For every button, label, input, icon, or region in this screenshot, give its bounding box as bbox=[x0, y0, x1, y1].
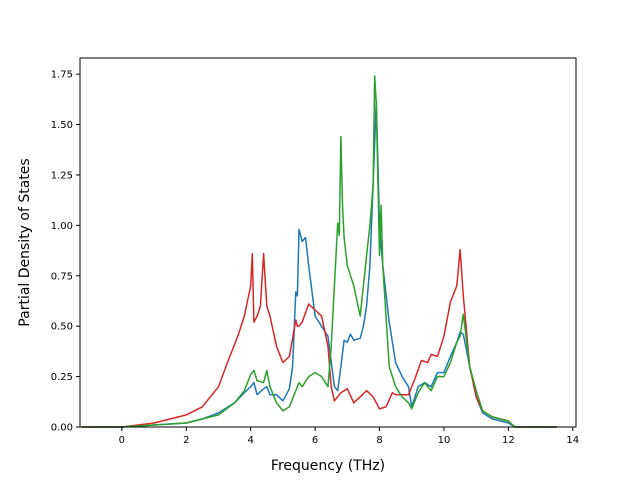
y-tick-label: 1.00 bbox=[51, 221, 73, 232]
plot-frame bbox=[79, 57, 577, 428]
series-line-3 bbox=[81, 75, 557, 428]
y-tick-label: 0.25 bbox=[51, 372, 73, 383]
x-tick-label: 6 bbox=[312, 435, 318, 446]
series-layer bbox=[81, 75, 557, 428]
x-tick-label: 12 bbox=[502, 435, 515, 446]
x-tick-label: 14 bbox=[566, 435, 579, 446]
y-tick-label: 0.75 bbox=[51, 271, 73, 282]
y-tick-label: 1.75 bbox=[51, 70, 73, 81]
y-tick-label: 1.25 bbox=[51, 170, 73, 181]
x-tick-label: 4 bbox=[248, 435, 254, 446]
y-tick-label: 1.50 bbox=[51, 120, 73, 131]
series-line-2 bbox=[81, 248, 557, 428]
x-tick-label: 8 bbox=[376, 435, 382, 446]
y-axis: 0.00 0.25 0.50 0.75 1.00 1.25 1.50 1.75 bbox=[51, 70, 80, 434]
y-axis-title: Partial Density of States bbox=[17, 158, 33, 326]
x-tick-label: 2 bbox=[183, 435, 189, 446]
y-tick-label: 0.50 bbox=[51, 322, 73, 333]
x-axis: 0 2 4 6 8 10 12 14 bbox=[119, 427, 579, 446]
series-line-1 bbox=[81, 99, 557, 428]
x-tick-label: 10 bbox=[438, 435, 451, 446]
x-tick-label: 0 bbox=[119, 435, 125, 446]
x-axis-title: Frequency (THz) bbox=[271, 458, 385, 474]
y-tick-label: 0.00 bbox=[51, 423, 73, 434]
